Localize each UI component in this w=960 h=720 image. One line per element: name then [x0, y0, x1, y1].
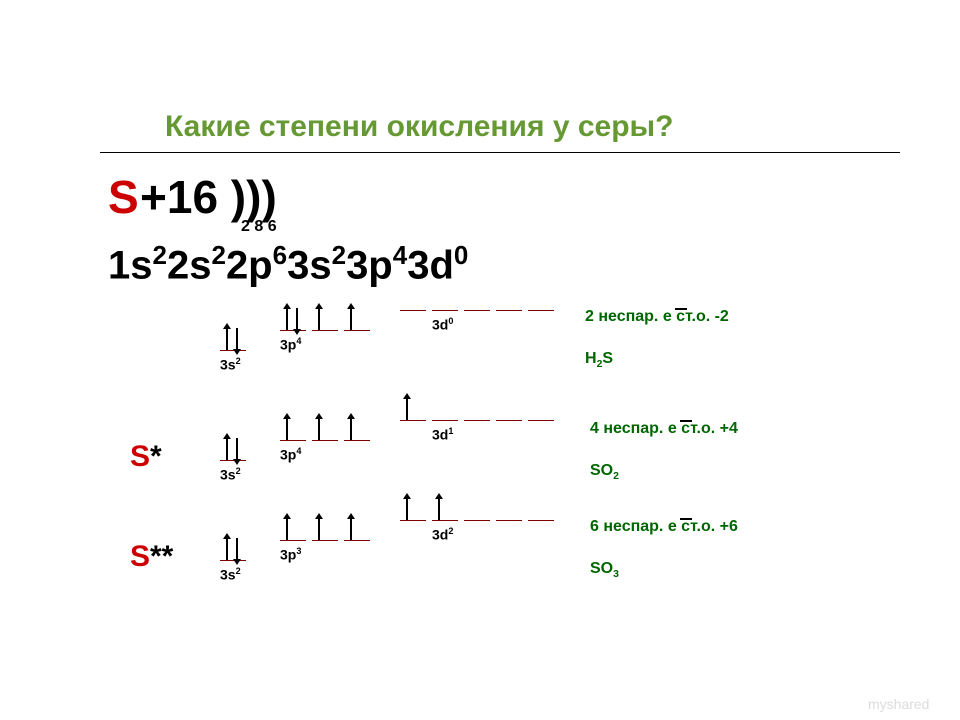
orbital-label: 3p3: [280, 546, 301, 563]
state-label-symbol: S: [130, 440, 150, 474]
electron-arrow-down: [236, 538, 238, 560]
orbital-label: 3d0: [432, 316, 453, 333]
slide: { "colors":{ "title":"#669933", "element…: [0, 0, 960, 720]
orbital-label: 3s2: [220, 466, 241, 483]
oxidation-info: 6 неспар. e ст.о. +6: [590, 518, 738, 536]
oxidation-info: H2S: [585, 350, 613, 370]
state-label-stars: **: [150, 540, 173, 574]
electron-arrow-up: [226, 438, 228, 460]
electron-arrow-up: [350, 518, 352, 540]
electron-arrow-up: [350, 308, 352, 330]
electron-arrow-up: [438, 498, 440, 520]
oxidation-info: 4 неспар. e ст.о. +4: [590, 420, 738, 438]
electron-arrow-up: [318, 308, 320, 330]
electron-arrow-down: [296, 308, 298, 330]
electron-arrow-up: [226, 538, 228, 560]
electron-arrow-up: [286, 418, 288, 440]
title-underline: [100, 152, 900, 153]
state-label-stars: *: [150, 440, 162, 474]
electron-arrow-up: [318, 518, 320, 540]
oxidation-info: SO3: [590, 560, 619, 580]
electron-arrow-down: [236, 438, 238, 460]
electron-overline: [680, 518, 692, 520]
oxidation-info: SO2: [590, 462, 619, 482]
electron-arrow-down: [236, 328, 238, 350]
electron-overline: [680, 420, 692, 422]
electron-arrow-up: [318, 418, 320, 440]
orbital-label: 3p4: [280, 446, 301, 463]
shell-electron-counts: 2 8 6: [241, 218, 277, 236]
electron-arrow-up: [286, 308, 288, 330]
electron-arrow-up: [406, 398, 408, 420]
electron-arrow-up: [226, 328, 228, 350]
electron-configuration: 1s22s22p63s23p43d0: [108, 240, 468, 288]
electron-overline: [675, 308, 687, 310]
orbital-label: 3d2: [432, 526, 453, 543]
state-label-symbol: S: [130, 540, 150, 574]
orbital-label: 3s2: [220, 566, 241, 583]
element-charge-shells: +16 ))): [140, 170, 277, 224]
orbital-label: 3s2: [220, 356, 241, 373]
oxidation-info: 2 неспар. e ст.о. -2: [585, 308, 729, 326]
orbital-label: 3d1: [432, 426, 453, 443]
slide-title: Какие степени окисления у серы?: [165, 110, 673, 144]
electron-arrow-up: [350, 418, 352, 440]
orbital-label: 3p4: [280, 336, 301, 353]
electron-arrow-up: [286, 518, 288, 540]
element-symbol: S: [108, 170, 139, 224]
electron-arrow-up: [406, 498, 408, 520]
watermark: myshared: [868, 696, 929, 712]
